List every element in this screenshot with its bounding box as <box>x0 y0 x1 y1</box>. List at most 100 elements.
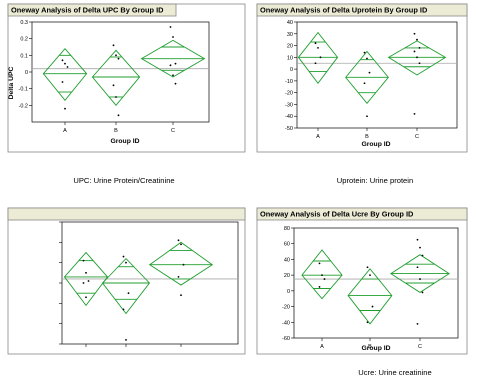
data-point <box>419 246 421 249</box>
data-point <box>366 57 368 60</box>
group-2-diamond <box>345 50 389 118</box>
y-tick-label: -40 <box>282 320 290 326</box>
data-point <box>363 82 366 85</box>
data-point <box>314 62 317 65</box>
data-point <box>180 243 182 246</box>
x-tick-label: B <box>365 134 369 140</box>
data-point <box>416 56 418 59</box>
data-point <box>180 294 182 297</box>
data-point <box>416 322 419 325</box>
y-tick-label: -50 <box>285 126 293 132</box>
data-point <box>416 38 418 41</box>
chart-title: Oneway Analysis of Delta Ucre By Group I… <box>260 210 414 219</box>
data-point <box>418 47 421 49</box>
data-point <box>413 32 416 35</box>
y-tick-label: 0 <box>290 67 293 73</box>
group-3-diamond <box>387 32 447 115</box>
title-bar <box>256 207 468 221</box>
data-point <box>416 238 419 241</box>
data-point <box>112 84 115 87</box>
data-point <box>85 271 87 274</box>
data-point <box>321 274 323 277</box>
data-point <box>127 292 130 295</box>
data-point <box>125 261 127 264</box>
x-tick-label: A <box>320 344 324 350</box>
data-point <box>117 57 120 60</box>
data-point <box>82 259 85 262</box>
data-point <box>172 74 174 77</box>
x-tick-label: B <box>114 128 118 134</box>
data-point <box>419 278 421 280</box>
data-point <box>323 278 326 280</box>
data-point <box>117 114 120 117</box>
data-point <box>177 276 180 278</box>
data-point <box>87 280 90 282</box>
data-point <box>418 62 421 65</box>
data-point <box>314 42 317 45</box>
plot-area <box>31 21 210 123</box>
y-tick-label: 20 <box>287 44 293 50</box>
data-point <box>125 339 127 341</box>
data-point <box>318 286 321 288</box>
x-tick-label: A <box>316 134 320 140</box>
title-bar <box>7 207 246 221</box>
data-point <box>174 62 177 65</box>
x-tick-label: C <box>171 128 175 134</box>
data-point <box>366 115 368 118</box>
data-point <box>112 44 115 47</box>
data-point <box>61 59 64 62</box>
group-2-diamond <box>347 266 393 325</box>
caption-2: Uprotein: Urine protein <box>337 176 413 185</box>
y-tick-label: 30 <box>287 32 293 38</box>
group-1-diamond <box>42 47 88 110</box>
y-tick-label: 80 <box>284 226 290 232</box>
plot-area <box>296 21 458 129</box>
chart-title: Oneway Analysis of Delta UPC By Group ID <box>11 6 164 15</box>
data-point <box>413 112 416 115</box>
title-bar <box>7 3 177 17</box>
y-tick-label: 40 <box>287 20 293 26</box>
data-point <box>413 50 416 53</box>
x-tick-label: C <box>418 344 422 350</box>
caption-1: UPC: Urine Protein/Creatinine <box>73 176 174 185</box>
data-point <box>61 81 64 83</box>
data-point <box>319 56 322 59</box>
x-tick-label: B <box>368 344 372 350</box>
group-1-diamond <box>301 249 343 300</box>
x-tick-label: C <box>415 134 419 140</box>
y-tick-label: -0.2 <box>19 103 28 109</box>
y-tick-label: 40 <box>284 257 290 263</box>
chart-panel-2: Oneway Analysis of Delta Uprotein By Gro… <box>256 3 468 153</box>
data-point <box>416 266 419 269</box>
y-tick-label: 0.1 <box>20 53 28 59</box>
group-3-diamond <box>148 239 214 297</box>
data-point <box>115 54 117 57</box>
y-tick-label: 10 <box>287 55 293 61</box>
data-point <box>369 274 371 277</box>
data-point <box>421 254 424 257</box>
data-point <box>363 51 366 54</box>
y-tick-label: -40 <box>285 114 293 120</box>
y-tick-label: 0.3 <box>20 20 28 26</box>
data-point <box>115 96 117 98</box>
data-point <box>317 47 319 49</box>
y-tick-label: 0.2 <box>20 37 28 43</box>
y-tick-label: -20 <box>282 305 290 311</box>
group-3-diamond <box>140 26 206 85</box>
y-axis-label: Delta UPC <box>8 66 15 99</box>
data-point <box>82 282 85 284</box>
y-tick-label: -60 <box>282 336 290 342</box>
data-point <box>172 36 174 38</box>
data-point <box>169 64 172 67</box>
y-tick-label: -20 <box>285 91 293 97</box>
data-point <box>366 266 369 269</box>
group-2-diamond <box>101 255 151 341</box>
group-3-diamond <box>390 238 450 325</box>
data-point <box>421 291 424 294</box>
y-tick-label: 60 <box>284 242 290 248</box>
caption-4: Ucre: Urine creatinine <box>358 368 431 377</box>
chart-panel-4: Oneway Analysis of Delta Ucre By Group I… <box>256 207 468 355</box>
data-point <box>122 255 125 258</box>
y-tick-label: -0.1 <box>19 87 28 93</box>
